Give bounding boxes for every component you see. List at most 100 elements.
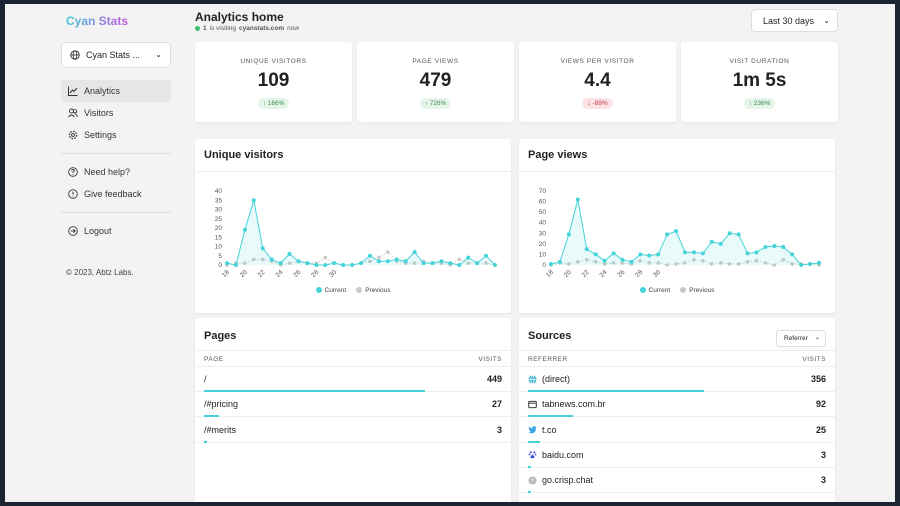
point-current bbox=[691, 250, 696, 255]
table-row[interactable]: / 449 bbox=[195, 367, 511, 392]
row-share-bar bbox=[528, 465, 531, 468]
legend-item-previous[interactable]: Previous bbox=[356, 287, 390, 294]
arrow-up-icon: ↑ bbox=[424, 100, 428, 107]
x-tick-label: 30 bbox=[328, 269, 338, 279]
table-row[interactable]: /#merits 3 bbox=[195, 418, 511, 443]
point-current bbox=[745, 251, 750, 256]
nav-item-visitors[interactable]: Visitors bbox=[61, 102, 171, 124]
point-current bbox=[575, 197, 580, 202]
row-name: tabnews.com.br bbox=[542, 399, 606, 410]
point-previous bbox=[772, 263, 777, 267]
stat-value: 109 bbox=[257, 70, 290, 91]
point-current bbox=[225, 261, 229, 266]
help-icon bbox=[68, 167, 78, 177]
x-tick-label: 20 bbox=[239, 269, 249, 279]
series-area-current bbox=[551, 199, 819, 265]
brand-logo[interactable]: Cyan Stats bbox=[66, 14, 129, 28]
referrer-select[interactable]: Referrer ⌄ bbox=[776, 330, 826, 347]
stat-delta: ↑ 726% bbox=[419, 98, 452, 109]
point-current bbox=[412, 250, 417, 255]
stat-label: UNIQUE VISITORS bbox=[240, 58, 307, 65]
y-tick-label: 10 bbox=[539, 251, 547, 258]
point-previous bbox=[466, 261, 471, 265]
series-area-current bbox=[227, 200, 495, 265]
point-previous bbox=[647, 261, 652, 265]
nav-item-settings[interactable]: Settings bbox=[61, 124, 171, 146]
crisp-icon: ↑ bbox=[528, 476, 537, 485]
point-current bbox=[314, 263, 319, 267]
table-row[interactable]: (direct) 356 bbox=[519, 367, 835, 392]
point-current bbox=[584, 247, 589, 252]
legend-item-current[interactable]: Current bbox=[639, 287, 670, 294]
y-tick-label: 10 bbox=[215, 244, 223, 251]
x-tick-label: 24 bbox=[275, 269, 285, 279]
table-row[interactable]: /#pricing 27 bbox=[195, 392, 511, 418]
divider bbox=[519, 366, 835, 367]
stat-delta: ↓ -89% bbox=[582, 98, 613, 109]
row-name-cell: (direct) bbox=[528, 374, 570, 384]
nav-item-help[interactable]: Need help? bbox=[61, 161, 171, 183]
site-selector-label: Cyan Stats ... bbox=[86, 50, 141, 60]
table-row[interactable]: ↑ go.crisp.chat 3 bbox=[519, 468, 835, 494]
point-previous bbox=[665, 263, 669, 267]
point-current bbox=[385, 259, 390, 264]
legend-item-previous[interactable]: Previous bbox=[680, 287, 714, 294]
point-current bbox=[367, 253, 372, 258]
point-current bbox=[808, 261, 813, 266]
svg-text:↑: ↑ bbox=[530, 478, 535, 484]
table-row[interactable]: tabnews.com.br 92 bbox=[519, 392, 835, 418]
stat-card-page-views: PAGE VIEWS 479 ↑ 726% bbox=[357, 42, 514, 122]
point-previous bbox=[287, 261, 292, 265]
point-current bbox=[629, 259, 634, 264]
x-tick-label: 26 bbox=[292, 269, 302, 279]
stat-label: VIEWS PER VISITOR bbox=[560, 58, 635, 65]
row-count: 27 bbox=[491, 399, 502, 410]
point-current bbox=[772, 243, 777, 248]
point-current bbox=[233, 263, 238, 267]
nav-label: Give feedback bbox=[84, 189, 142, 199]
stat-card-views-per-visitor: VIEWS PER VISITOR 4.4 ↓ -89% bbox=[519, 42, 676, 122]
point-current bbox=[817, 260, 821, 265]
point-current bbox=[727, 231, 732, 236]
x-tick-label: 26 bbox=[616, 269, 626, 279]
stat-value: 1m 5s bbox=[732, 70, 787, 91]
point-current bbox=[278, 261, 283, 266]
y-tick-label: 50 bbox=[539, 209, 547, 216]
table-row[interactable]: t.co 25 bbox=[519, 418, 835, 443]
column-header-visits: VISITS bbox=[478, 356, 502, 363]
point-current bbox=[647, 253, 652, 258]
point-current bbox=[394, 257, 399, 262]
live-count: 1 bbox=[203, 25, 207, 32]
stat-card-unique-visitors: UNIQUE VISITORS 109 ↑ 166% bbox=[195, 42, 352, 122]
legend-item-current[interactable]: Current bbox=[315, 287, 346, 294]
x-tick-label: 20 bbox=[563, 269, 573, 279]
row-name-cell: ↑ go.crisp.chat bbox=[528, 475, 593, 485]
legend-label: Previous bbox=[689, 287, 715, 294]
nav-label: Analytics bbox=[84, 86, 121, 96]
divider bbox=[195, 350, 511, 351]
nav-item-feedback[interactable]: Give feedback bbox=[61, 183, 171, 205]
point-previous bbox=[323, 255, 328, 260]
site-selector[interactable]: Cyan Stats ... ⌄ bbox=[61, 42, 171, 68]
stat-delta: ↑ 236% bbox=[743, 98, 776, 109]
live-visitors: 1 is visiting cyanstats.com now bbox=[195, 25, 299, 32]
row-name-cell: /#pricing bbox=[204, 399, 238, 409]
point-current bbox=[359, 261, 363, 266]
point-current bbox=[287, 251, 292, 256]
nav-item-analytics[interactable]: Analytics bbox=[61, 80, 171, 102]
point-previous bbox=[781, 257, 786, 262]
nav-item-logout[interactable]: Logout bbox=[61, 220, 171, 242]
point-current bbox=[709, 239, 714, 244]
point-current bbox=[718, 241, 723, 246]
y-tick-label: 60 bbox=[539, 199, 547, 206]
y-tick-label: 20 bbox=[539, 241, 547, 248]
table-row[interactable]: baidu.com 3 bbox=[519, 443, 835, 468]
date-range-select[interactable]: Last 30 days ⌄ bbox=[751, 9, 838, 32]
point-current bbox=[466, 255, 471, 260]
column-header-page: PAGE bbox=[204, 356, 224, 363]
pages-card: Pages PAGE VISITS / 449 /#pricing 27 /#merit… bbox=[195, 318, 511, 502]
point-current bbox=[557, 259, 562, 264]
x-tick-label: 22 bbox=[581, 269, 591, 279]
stat-value: 479 bbox=[419, 70, 452, 91]
stat-delta-value: -89% bbox=[592, 100, 608, 107]
